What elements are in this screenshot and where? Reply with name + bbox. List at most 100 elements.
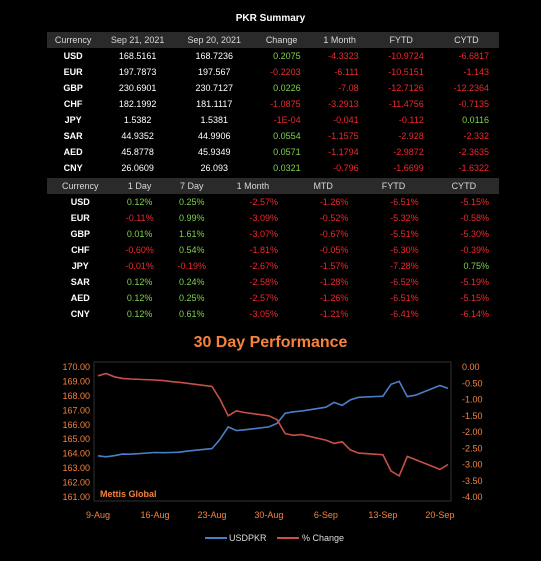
table-cell: -1.143	[463, 67, 489, 77]
rates-table-body: USD 168.5161 168.7236 0.2075 -4.3323 -10.9724…	[47, 48, 499, 176]
table-row: CNY 26.0609 26.093 0.0321 -0.796 -1.6699 -1.63…	[47, 160, 499, 176]
right-tick-label: -2.00	[462, 427, 483, 437]
table-row: GBP 230.6901 230.7127 0.0226 -7.08 -12.7126 -1…	[47, 80, 499, 96]
table-cell: -2.58%	[249, 277, 279, 287]
table-cell: -3.05%	[249, 309, 279, 319]
currency-code: JPY	[71, 261, 89, 271]
table-row: JPY 1.5382 1.5381 -1E-04 -0.041 -0.112 0.0116	[47, 112, 499, 128]
table-cell: 0.0571	[273, 147, 301, 157]
table-cell: 0.12%	[126, 293, 153, 303]
t2-col-header: 1 Month	[217, 178, 289, 194]
x-tick-label: 9-Aug	[86, 510, 110, 520]
left-axis: 170.00 169.00 168.00 167.00 166.00 165.00 164.…	[62, 362, 90, 502]
table-cell: -5.15%	[460, 197, 489, 207]
table-cell: -0.52%	[319, 213, 349, 223]
table-cell: -0.112	[398, 115, 424, 125]
legend-usdpkr-label: USDPKR	[229, 533, 267, 543]
table-cell: -2.57%	[249, 197, 279, 207]
table-cell: 1.61%	[178, 229, 205, 239]
table-cell: 0.2075	[273, 51, 301, 61]
table-cell: 0.0321	[273, 163, 301, 173]
table-cell: -6.51%	[390, 197, 419, 207]
table-cell: 0.0116	[462, 115, 489, 125]
table-cell: -0.58%	[460, 213, 489, 223]
currency-code: CNY	[70, 309, 90, 319]
table-cell: 45.8778	[121, 147, 154, 157]
currency-code: USD	[63, 51, 83, 61]
left-tick-label: 162.00	[62, 478, 90, 488]
rates-table-header: Currency Sep 21, 2021 Sep 20, 2021 Change 1 …	[47, 32, 499, 48]
table-cell: -2.67%	[249, 261, 279, 271]
left-tick-label: 163.00	[62, 463, 90, 473]
table-cell: -0.19%	[177, 261, 206, 271]
table-row: CNY 0.12% 0.61% -3.05% -1.21% -6.41% -6.14%	[47, 306, 499, 322]
table-cell: -3.2913	[328, 99, 359, 109]
table-cell: 44.9906	[197, 131, 231, 141]
table-cell: -2.928	[398, 131, 424, 141]
t2-col-header: CYTD	[428, 178, 499, 194]
table-row: EUR -0.11% 0.99% -3.09% -0.52% -5.32% -0.58%	[47, 210, 499, 226]
table-cell: -1.6699	[393, 163, 424, 173]
table-row: AED 0.12% 0.25% -2.57% -1.26% -6.51% -5.15%	[47, 290, 499, 306]
returns-table-body: USD 0.12% 0.25% -2.57% -1.26% -6.51% -5.15% EUR…	[47, 194, 499, 322]
table-cell: -1.0875	[270, 99, 301, 109]
left-tick-label: 165.00	[62, 434, 90, 444]
table-cell: -1.21%	[319, 309, 349, 319]
plot-area	[93, 361, 452, 502]
table-cell: 197.567	[197, 67, 231, 77]
table-cell: 0.25%	[178, 197, 205, 207]
currency-code: AED	[70, 293, 90, 303]
legend: USDPKR % Change	[205, 533, 344, 543]
pct-change-line	[97, 372, 449, 478]
right-axis: 0.00 -0.50 -1.00 -1.50 -2.00 -2.50 -3.00 -3.50 -…	[462, 362, 483, 502]
table-cell: -6.41%	[390, 309, 419, 319]
left-tick-label: 167.00	[62, 405, 90, 415]
t1-col-header: Change	[252, 32, 311, 48]
table-cell: -6.111	[334, 67, 359, 77]
table-cell: -1.26%	[319, 293, 349, 303]
table-cell: 181.1117	[196, 99, 233, 109]
table-cell: 26.093	[200, 163, 229, 173]
table-cell: 182.1992	[118, 99, 157, 109]
table-cell: 26.0609	[121, 163, 154, 173]
table-cell: -1.6322	[458, 163, 489, 173]
table-cell: -1.1794	[328, 147, 359, 157]
currency-code: CHF	[63, 99, 83, 109]
left-tick-label: 168.00	[62, 391, 90, 401]
table-cell: 168.7236	[195, 51, 234, 61]
returns-table-header: Currency 1 Day 7 Day 1 Month MTD FYTD CYTD	[47, 178, 499, 194]
t1-col-header: Sep 20, 2021	[175, 32, 253, 48]
table-cell: -0.796	[333, 163, 359, 173]
table-cell: -5.32%	[390, 213, 419, 223]
watermark: Mettis Global	[100, 489, 157, 499]
t1-col-header: 1 Month	[310, 32, 369, 48]
usdpkr-line	[97, 380, 449, 458]
x-tick-label: 23-Aug	[197, 510, 226, 520]
table-cell: 0.0554	[273, 131, 301, 141]
table-cell: 168.5161	[118, 51, 157, 61]
currency-code: CNY	[63, 163, 83, 173]
table-cell: 230.7127	[195, 83, 234, 93]
right-tick-label: -4.00	[462, 492, 483, 502]
t2-col-header: Currency	[47, 178, 114, 194]
table-cell: -7.08	[338, 83, 359, 93]
table-cell: -2.57%	[249, 293, 279, 303]
table-cell: -5.19%	[460, 277, 489, 287]
left-tick-label: 164.00	[62, 449, 90, 459]
currency-code: AED	[63, 147, 83, 157]
table-cell: -0.05%	[319, 245, 349, 255]
table-cell: 0.01%	[126, 229, 153, 239]
table-cell: 1.5382	[123, 115, 152, 125]
table-cell: 0.61%	[178, 309, 205, 319]
t1-col-header: Currency	[47, 32, 100, 48]
left-tick-label: 166.00	[62, 420, 90, 430]
summary-title: PKR Summary	[235, 13, 306, 24]
table-cell: -1.57%	[319, 261, 349, 271]
t2-col-header: FYTD	[358, 178, 429, 194]
x-tick-label: 13-Sep	[368, 510, 397, 520]
table-cell: -3.09%	[249, 213, 279, 223]
table-cell: 0.12%	[126, 197, 153, 207]
table-cell: -1.28%	[319, 277, 349, 287]
right-tick-label: -1.50	[462, 411, 483, 421]
right-tick-label: -3.00	[462, 460, 483, 470]
